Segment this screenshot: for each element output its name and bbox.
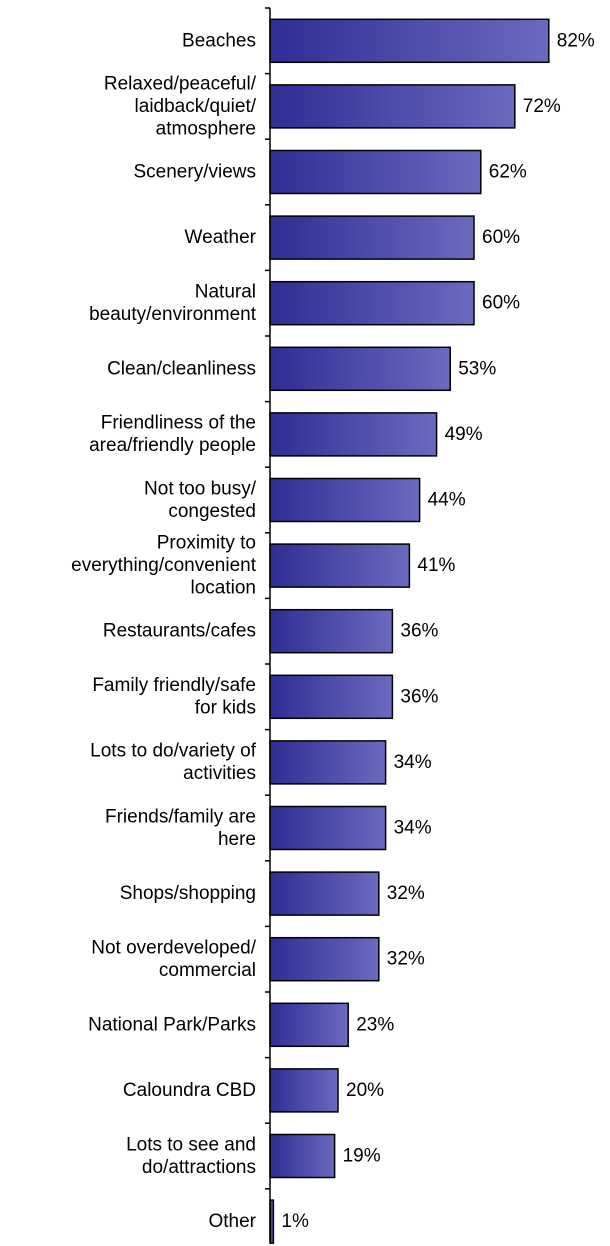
- data-label: 72%: [523, 96, 561, 117]
- data-label: 36%: [400, 621, 438, 642]
- data-label: 62%: [489, 162, 527, 183]
- axis-ticks: [265, 7, 270, 1190]
- category-label-line: Other: [208, 1211, 256, 1232]
- category-label: Natural beauty/environment: [89, 281, 257, 325]
- bar: [269, 215, 475, 260]
- bar: [269, 477, 421, 523]
- data-label: 60%: [482, 293, 520, 314]
- category-labels: Beaches Relaxed/peaceful/laidback/quiet/a…: [71, 30, 257, 1232]
- category-label: Caloundra CBD: [123, 1080, 256, 1101]
- bar: [269, 346, 451, 392]
- category-label: Lots to see and do/attractions: [126, 1134, 256, 1178]
- value-labels: 82% 72% 62% 60% 60% 53% 49% 44% 41% 36% 36% 34% 34% 3…: [281, 30, 595, 1232]
- category-label: National Park/Parks: [88, 1014, 256, 1035]
- category-label-line: do/attractions: [142, 1157, 256, 1178]
- category-label-line: location: [191, 578, 257, 599]
- category-label-line: Scenery/views: [134, 162, 257, 183]
- bar: [269, 936, 380, 982]
- category-label: Weather: [185, 227, 257, 248]
- category-label: Proximity to everything/convenient locatio…: [71, 533, 257, 599]
- category-label-line: Clean/cleanliness: [107, 358, 256, 379]
- category-label: Beaches: [182, 30, 256, 51]
- category-label-line: atmosphere: [156, 118, 256, 139]
- category-label: Lots to do/variety of activities: [90, 741, 257, 785]
- bars-layer: [269, 18, 550, 1244]
- data-label: 32%: [387, 883, 425, 904]
- category-label-line: Not too busy/: [144, 478, 257, 499]
- data-label: 53%: [458, 358, 496, 379]
- category-label: Restaurants/cafes: [103, 621, 256, 642]
- category-label-line: here: [218, 829, 256, 850]
- category-label-line: Relaxed/peaceful/: [104, 73, 257, 94]
- category-label-line: Not overdeveloped/: [91, 937, 256, 958]
- bar: [269, 871, 380, 916]
- bar: [269, 543, 411, 588]
- category-label-line: everything/convenient: [71, 555, 257, 576]
- category-label: Family friendly/safe for kids: [92, 675, 256, 719]
- category-label-line: Caloundra CBD: [123, 1080, 256, 1101]
- category-label-line: Beaches: [182, 30, 256, 51]
- category-label: Other: [208, 1211, 256, 1232]
- category-label: Shops/shopping: [120, 883, 256, 904]
- category-label-line: National Park/Parks: [88, 1014, 256, 1035]
- data-label: 44%: [428, 490, 466, 511]
- category-label-line: Proximity to: [157, 533, 256, 554]
- bar: [269, 805, 387, 851]
- bar: [269, 1133, 336, 1179]
- category-label-line: commercial: [159, 960, 256, 981]
- category-label-line: Friendliness of the: [101, 413, 256, 434]
- data-label: 34%: [394, 752, 432, 773]
- category-label: Friendliness of the area/friendly people: [89, 413, 256, 457]
- bar: [269, 149, 482, 195]
- data-label: 23%: [356, 1014, 394, 1035]
- bar: [269, 412, 438, 457]
- data-label: 19%: [343, 1146, 381, 1167]
- category-label-line: Friends/family are: [105, 806, 256, 827]
- category-label-line: laidback/quiet/: [135, 96, 257, 117]
- category-label-line: Lots to do/variety of: [90, 741, 257, 762]
- bar: [269, 1002, 349, 1048]
- category-label: Relaxed/peaceful/laidback/quiet/atmosphe…: [104, 73, 257, 139]
- data-label: 41%: [417, 555, 455, 576]
- data-label: 34%: [394, 818, 432, 839]
- category-label: Not overdeveloped/commercial: [91, 937, 256, 981]
- category-label-line: congested: [168, 501, 256, 522]
- category-label-line: activities: [183, 763, 256, 784]
- category-label: Not too busy/congested: [144, 478, 257, 522]
- category-label-line: Weather: [185, 227, 257, 248]
- category-label-line: Restaurants/cafes: [103, 621, 256, 642]
- category-label-line: area/friendly people: [89, 435, 256, 456]
- bar: [269, 740, 387, 785]
- category-label-line: Lots to see and: [126, 1134, 256, 1155]
- data-label: 82%: [557, 30, 595, 51]
- data-label: 20%: [346, 1080, 384, 1101]
- category-label: Scenery/views: [134, 162, 257, 183]
- data-label: 1%: [281, 1211, 309, 1232]
- bar: [269, 84, 516, 129]
- bar: [269, 1068, 339, 1113]
- data-label: 32%: [387, 949, 425, 970]
- bar: [269, 18, 550, 64]
- category-label-line: beauty/environment: [89, 304, 257, 325]
- category-label-line: Family friendly/safe: [92, 675, 256, 696]
- bar: [269, 674, 394, 720]
- category-label: Clean/cleanliness: [107, 358, 256, 379]
- bar: [269, 608, 394, 654]
- data-label: 36%: [400, 686, 438, 707]
- category-label-line: Natural: [195, 281, 256, 302]
- category-label-line: for kids: [195, 698, 256, 719]
- data-label: 49%: [445, 424, 483, 445]
- data-label: 60%: [482, 227, 520, 248]
- bar: [269, 280, 475, 326]
- category-label-line: Shops/shopping: [120, 883, 256, 904]
- category-label: Friends/family are here: [105, 806, 256, 850]
